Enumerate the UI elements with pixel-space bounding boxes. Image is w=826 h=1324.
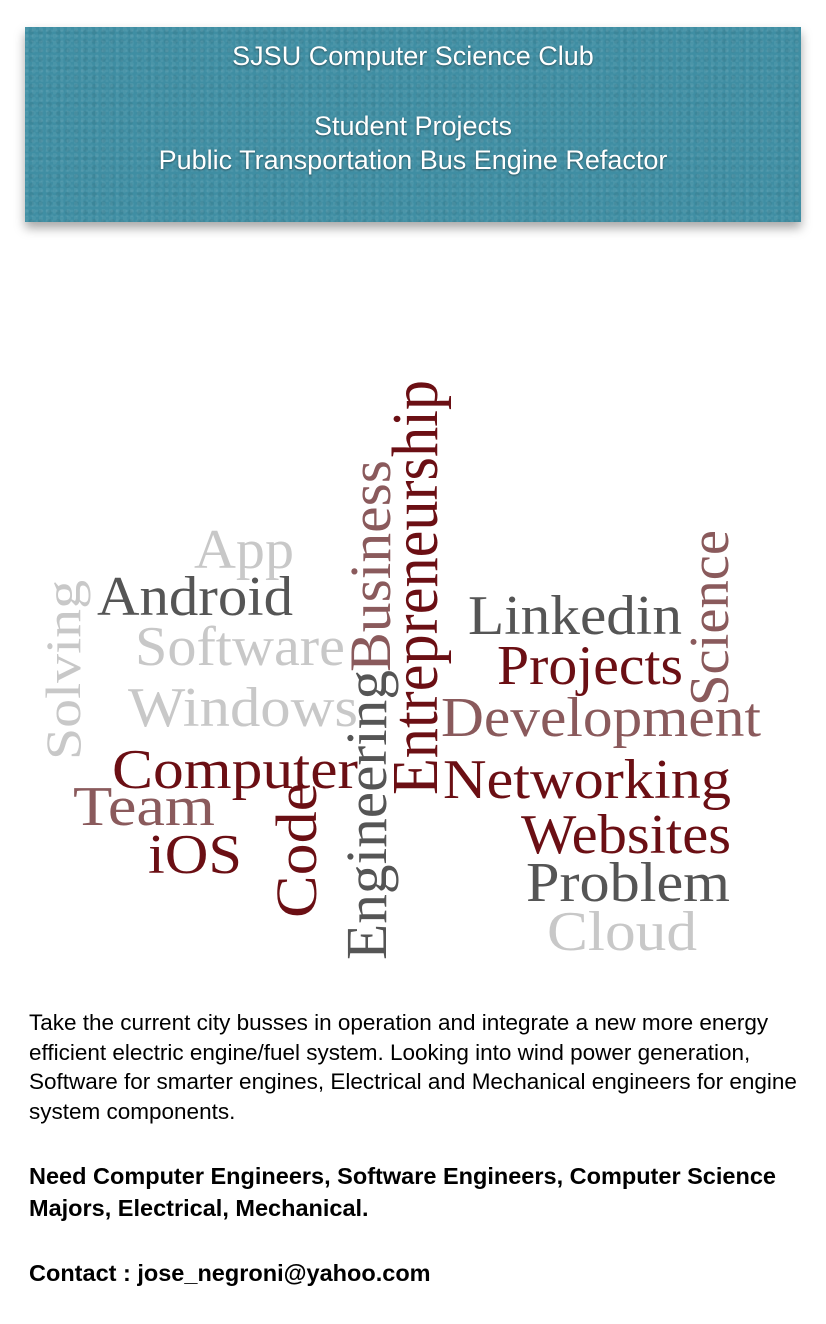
cloud-word-code: Code [264,783,329,918]
header-banner: SJSU Computer Science Club Student Proje… [25,27,801,222]
cloud-word-engineering: Engineering [334,670,399,960]
cloud-word-solving: Solving [35,580,91,760]
cloud-word-development: Development [441,687,761,749]
project-description: Take the current city busses in operatio… [29,1010,797,1124]
cloud-word-networking: Networking [443,749,731,811]
cloud-word-science: Science [679,530,741,706]
cloud-word-software: Software [135,616,345,678]
club-title: SJSU Computer Science Club [232,41,594,71]
cloud-word-android: Android [97,566,293,628]
cloud-word-team: Team [73,776,215,838]
contact-line: Contact : jose_negroni@yahoo.com [29,1260,431,1286]
cloud-word-business: Business [338,460,403,672]
cloud-word-windows: Windows [128,677,358,739]
cloud-word-app: App [194,519,294,581]
cloud-word-computer: Computer [112,739,358,801]
cloud-word-ios: iOS [148,824,242,886]
cloud-word-cloud: Cloud [547,901,697,963]
word-cloud: App Android Software Windows Solving Computer… [0,370,826,970]
cloud-word-problem: Problem [526,852,730,914]
cloud-word-websites: Websites [521,804,731,866]
section-title: Student Projects [313,111,513,141]
needs-statement: Need Computer Engineers, Software Engine… [29,1163,776,1221]
cloud-word-entrepreneurship: Entrepreneurship [379,380,452,795]
project-title: Public Transportation Bus Engine Refacto… [158,145,668,175]
cloud-word-linkedin: Linkedin [468,585,682,647]
cloud-word-projects: Projects [497,635,683,697]
